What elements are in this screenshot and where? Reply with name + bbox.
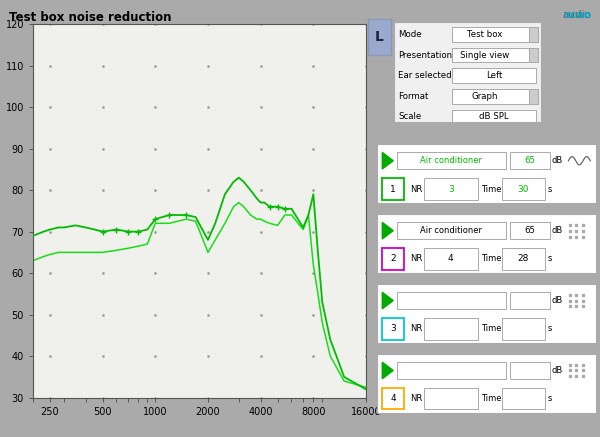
Text: audio: audio — [562, 10, 591, 20]
Polygon shape — [382, 292, 393, 309]
FancyBboxPatch shape — [511, 362, 550, 379]
Text: 4: 4 — [448, 254, 454, 264]
FancyBboxPatch shape — [382, 318, 404, 340]
Text: Time: Time — [481, 394, 502, 403]
Text: s: s — [548, 184, 552, 194]
FancyBboxPatch shape — [382, 178, 404, 200]
Text: NR: NR — [410, 394, 422, 403]
Text: dB: dB — [552, 156, 563, 165]
Text: L: L — [375, 30, 383, 44]
Text: Left: Left — [486, 71, 502, 80]
FancyBboxPatch shape — [511, 153, 550, 169]
FancyBboxPatch shape — [529, 89, 538, 104]
FancyBboxPatch shape — [529, 48, 538, 62]
Text: Time: Time — [481, 254, 502, 264]
FancyBboxPatch shape — [502, 248, 545, 270]
Text: 30: 30 — [518, 184, 529, 194]
FancyBboxPatch shape — [382, 388, 404, 409]
FancyBboxPatch shape — [452, 48, 529, 62]
Text: NR: NR — [410, 254, 422, 264]
Text: Presentation: Presentation — [398, 51, 452, 59]
Polygon shape — [382, 153, 393, 169]
Text: 65: 65 — [524, 156, 536, 165]
FancyBboxPatch shape — [424, 178, 478, 200]
Text: Single view: Single view — [460, 51, 509, 59]
Text: Graph: Graph — [472, 92, 498, 101]
Polygon shape — [382, 222, 393, 239]
FancyBboxPatch shape — [511, 222, 550, 239]
FancyBboxPatch shape — [424, 248, 478, 270]
Text: s: s — [548, 394, 552, 403]
FancyBboxPatch shape — [382, 248, 404, 270]
FancyBboxPatch shape — [452, 68, 536, 83]
Text: dB: dB — [552, 296, 563, 305]
FancyBboxPatch shape — [502, 318, 545, 340]
Text: NR: NR — [410, 324, 422, 333]
FancyBboxPatch shape — [452, 27, 529, 42]
FancyBboxPatch shape — [452, 89, 529, 104]
Text: 1: 1 — [391, 184, 396, 194]
Text: s: s — [548, 254, 552, 264]
FancyBboxPatch shape — [424, 388, 478, 409]
Text: s: s — [548, 324, 552, 333]
Text: Format: Format — [398, 92, 428, 101]
Text: Test box noise reduction: Test box noise reduction — [9, 11, 172, 24]
Text: dB: dB — [552, 366, 563, 375]
FancyBboxPatch shape — [511, 292, 550, 309]
Text: Mode: Mode — [398, 30, 422, 39]
Text: Air conditioner: Air conditioner — [420, 226, 482, 235]
Text: scan: scan — [546, 10, 591, 20]
FancyBboxPatch shape — [424, 318, 478, 340]
Text: 2: 2 — [391, 254, 396, 264]
Text: 65: 65 — [524, 226, 536, 235]
Text: Ear selected: Ear selected — [398, 71, 452, 80]
Text: Scale: Scale — [398, 112, 421, 121]
Text: Test box: Test box — [467, 30, 502, 39]
Text: 3: 3 — [391, 324, 396, 333]
Text: dB SPL: dB SPL — [479, 112, 509, 121]
Text: 3: 3 — [448, 184, 454, 194]
Text: dB: dB — [552, 226, 563, 235]
FancyBboxPatch shape — [502, 388, 545, 409]
FancyBboxPatch shape — [397, 222, 506, 239]
Text: NR: NR — [410, 184, 422, 194]
Text: 4: 4 — [391, 394, 396, 403]
FancyBboxPatch shape — [529, 27, 538, 42]
FancyBboxPatch shape — [397, 292, 506, 309]
Text: Time: Time — [481, 184, 502, 194]
FancyBboxPatch shape — [397, 362, 506, 379]
FancyBboxPatch shape — [397, 153, 506, 169]
Text: Time: Time — [481, 324, 502, 333]
Polygon shape — [382, 362, 393, 379]
Text: Air conditioner: Air conditioner — [420, 156, 482, 165]
FancyBboxPatch shape — [452, 110, 536, 124]
Text: 28: 28 — [518, 254, 529, 264]
FancyBboxPatch shape — [502, 178, 545, 200]
